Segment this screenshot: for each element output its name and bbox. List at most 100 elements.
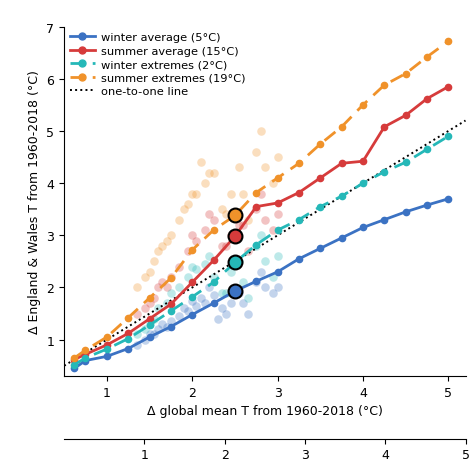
Point (197, 295, 205, 302)
Point (269, 227, 277, 234)
Point (133, 310, 141, 318)
Point (223, 290, 230, 297)
Point (206, 284, 213, 291)
Point (154, 326, 162, 333)
Point (253, 242, 260, 250)
Point (201, 261, 209, 268)
Point (257, 190, 265, 198)
Point (244, 217, 252, 224)
Point (223, 242, 230, 250)
Point (218, 242, 226, 250)
Point (150, 315, 158, 323)
Point (210, 170, 218, 177)
X-axis label: Δ global mean T from 1960-2018 (°C): Δ global mean T from 1960-2018 (°C) (147, 404, 383, 418)
Point (261, 284, 269, 291)
Point (176, 217, 183, 224)
Point (197, 159, 205, 167)
Point (257, 128, 265, 135)
Point (176, 263, 183, 271)
Point (244, 310, 252, 318)
Point (154, 284, 162, 291)
Point (154, 305, 162, 313)
Point (261, 217, 269, 224)
Point (210, 292, 218, 299)
Point (218, 290, 226, 297)
Point (154, 248, 162, 255)
Point (231, 287, 239, 294)
Point (269, 290, 277, 297)
Point (142, 305, 149, 313)
Point (244, 248, 252, 255)
Point (210, 274, 218, 281)
Point (223, 310, 230, 318)
Point (146, 331, 153, 338)
Point (240, 190, 247, 198)
Point (240, 222, 247, 229)
Point (193, 302, 200, 310)
Point (146, 269, 153, 276)
Point (257, 232, 265, 240)
Point (184, 308, 192, 315)
Point (146, 321, 153, 328)
Point (227, 300, 235, 307)
Point (184, 274, 192, 281)
Point (193, 237, 200, 245)
Point (163, 323, 171, 330)
Point (150, 258, 158, 265)
Point (274, 284, 281, 291)
Point (253, 279, 260, 286)
Point (184, 201, 192, 208)
Legend: winter average (5°C), summer average (15°C), winter extremes (2°C), summer extre: winter average (5°C), summer average (15… (70, 33, 245, 97)
Point (201, 180, 209, 187)
Point (133, 331, 141, 338)
Point (163, 237, 171, 245)
Point (167, 318, 175, 325)
Point (146, 300, 153, 307)
Point (189, 297, 196, 305)
Point (227, 269, 235, 276)
Point (189, 232, 196, 240)
Point (163, 284, 171, 291)
Point (269, 180, 277, 187)
Point (159, 242, 166, 250)
Point (159, 279, 166, 286)
Point (261, 164, 269, 172)
Point (227, 190, 235, 198)
Point (274, 253, 281, 260)
Point (176, 284, 183, 291)
Point (193, 190, 200, 198)
Point (167, 232, 175, 240)
Y-axis label: Δ England & Wales T from 1960-2018 (°C): Δ England & Wales T from 1960-2018 (°C) (28, 70, 41, 334)
Point (142, 326, 149, 333)
Point (206, 211, 213, 218)
Point (201, 227, 209, 234)
Point (253, 149, 260, 156)
Point (210, 217, 218, 224)
Point (189, 263, 196, 271)
Point (189, 190, 196, 198)
Point (236, 290, 243, 297)
Point (180, 206, 188, 213)
Point (163, 300, 171, 307)
Point (206, 170, 213, 177)
Point (150, 331, 158, 338)
Point (261, 258, 269, 265)
Point (142, 274, 149, 281)
Point (167, 274, 175, 281)
Point (133, 284, 141, 291)
Point (218, 206, 226, 213)
Point (240, 279, 247, 286)
Point (218, 305, 226, 313)
Point (184, 248, 192, 255)
Point (206, 253, 213, 260)
Point (159, 321, 166, 328)
Point (150, 295, 158, 302)
Point (236, 258, 243, 265)
Point (214, 315, 222, 323)
Point (201, 300, 209, 307)
Point (274, 154, 281, 162)
Point (253, 206, 260, 213)
Point (223, 211, 230, 218)
Point (269, 274, 277, 281)
Point (236, 222, 243, 229)
